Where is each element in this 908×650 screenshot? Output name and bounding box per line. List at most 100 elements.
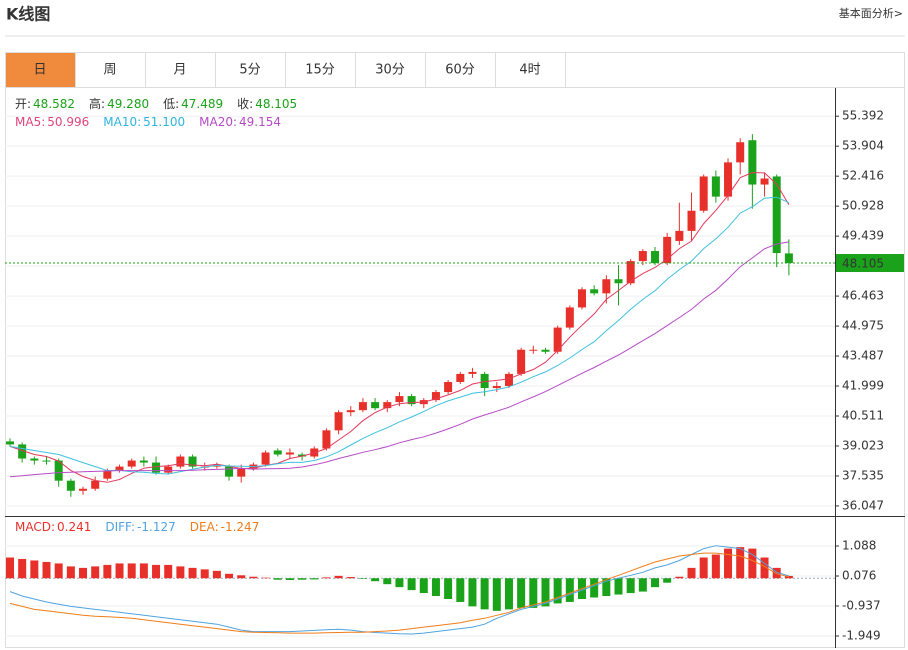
macd-bar [285,578,294,581]
legend-name: MACD: [15,520,55,534]
candle-body [784,253,793,264]
candle-body [407,396,416,405]
candle-body [127,460,136,467]
y-tick-label: 37.535 [842,468,884,482]
legend-value: 48.582 [33,97,75,111]
candle-body [371,402,380,409]
candle-body [614,279,623,284]
macd-bar [188,567,197,579]
macd-bar [711,554,720,579]
macd-bar [79,567,88,579]
macd-bar [54,563,63,579]
y-tick-label: 44.975 [842,319,884,333]
tab-label[interactable]: 4时 [519,63,540,78]
candle-body [456,373,465,382]
ohlc-readout: 开: 48.582 高: 49.280 低: 47.489 收: 48.105 [15,96,297,111]
macd-bar [346,577,355,579]
macd-bar [176,566,185,579]
candle-body [395,396,404,403]
legend-value: 51.100 [143,115,185,129]
legend-name: MA20: [199,115,237,129]
y-tick-label: 0.076 [842,568,876,582]
y-tick-label: 41.999 [842,379,884,393]
chart-frame [5,52,905,648]
tab[interactable] [75,52,146,88]
macd-bar [468,578,477,607]
macd-bar [541,578,550,607]
candle-body [298,454,307,457]
candle-body [6,441,14,445]
macd-bar [115,563,124,579]
y-tick-label: 55.392 [842,109,884,123]
macd-bar [419,578,428,594]
candle-body [748,140,757,185]
tab-label[interactable]: 日 [33,63,46,78]
macd-bar [553,578,562,604]
candle-body [541,349,550,352]
macd-bar [322,577,331,579]
macd-bar [517,578,526,608]
y-tick-label: 53.904 [842,139,884,153]
candle-body [188,456,197,467]
macd-bar [651,578,660,588]
legend-name: 收: [237,97,253,111]
macd-bar [504,578,513,610]
tab[interactable] [5,52,76,88]
candle-body [66,480,75,491]
tab-label[interactable]: 15分 [305,63,335,78]
candle-body [772,176,781,254]
candle-body [431,392,440,401]
ma-line [9,241,789,478]
tab[interactable] [495,52,566,88]
y-tick-label: 40.511 [842,409,884,423]
tab-label[interactable]: 月 [173,63,186,78]
macd-bar [358,578,367,579]
macd-bar [298,578,307,580]
macd-bar [18,558,27,579]
tab-label[interactable]: 周 [103,63,116,78]
tab[interactable] [355,52,426,88]
candle-body [152,462,161,473]
legend-value: -1.127 [137,520,176,534]
candle-body [91,480,100,489]
macd-bar [590,578,599,598]
candle-body [517,349,526,374]
legend-name: DEA: [190,520,219,534]
candle-body [273,450,282,455]
candle-body [651,251,660,264]
macd-line [9,545,790,635]
candle-body [164,466,173,473]
macd-bar [127,563,136,579]
candle-body [139,460,148,463]
macd-bar [444,578,453,599]
macd-bar [225,573,234,579]
tab[interactable] [145,52,216,88]
macd-bar [663,578,672,583]
legend-name: 开: [15,97,31,111]
candle-body [760,178,769,185]
macd-bar [334,575,343,579]
candle-body [42,460,51,462]
macd-bar [395,578,404,588]
macd-bar [736,547,745,579]
candle-body [261,452,270,465]
y-tick-label: 46.463 [842,289,884,303]
tab-label[interactable]: 60分 [445,63,475,78]
macd-bar [164,564,173,579]
candle-body [237,468,246,477]
macd-bar [103,564,112,579]
candle-body [675,230,684,241]
macd-bar [638,578,647,592]
macd-bar [152,564,161,579]
macd-bar [91,566,100,579]
candle-body [504,373,513,387]
tab[interactable] [215,52,286,88]
candle-body [322,430,331,449]
candle-body [736,142,745,163]
tab-label[interactable]: 30分 [375,63,405,78]
candle-body [358,402,367,411]
tab-label[interactable]: 5分 [239,63,260,78]
fundamental-link[interactable]: 基本面分析> [839,6,903,20]
macd-bar [6,557,14,579]
